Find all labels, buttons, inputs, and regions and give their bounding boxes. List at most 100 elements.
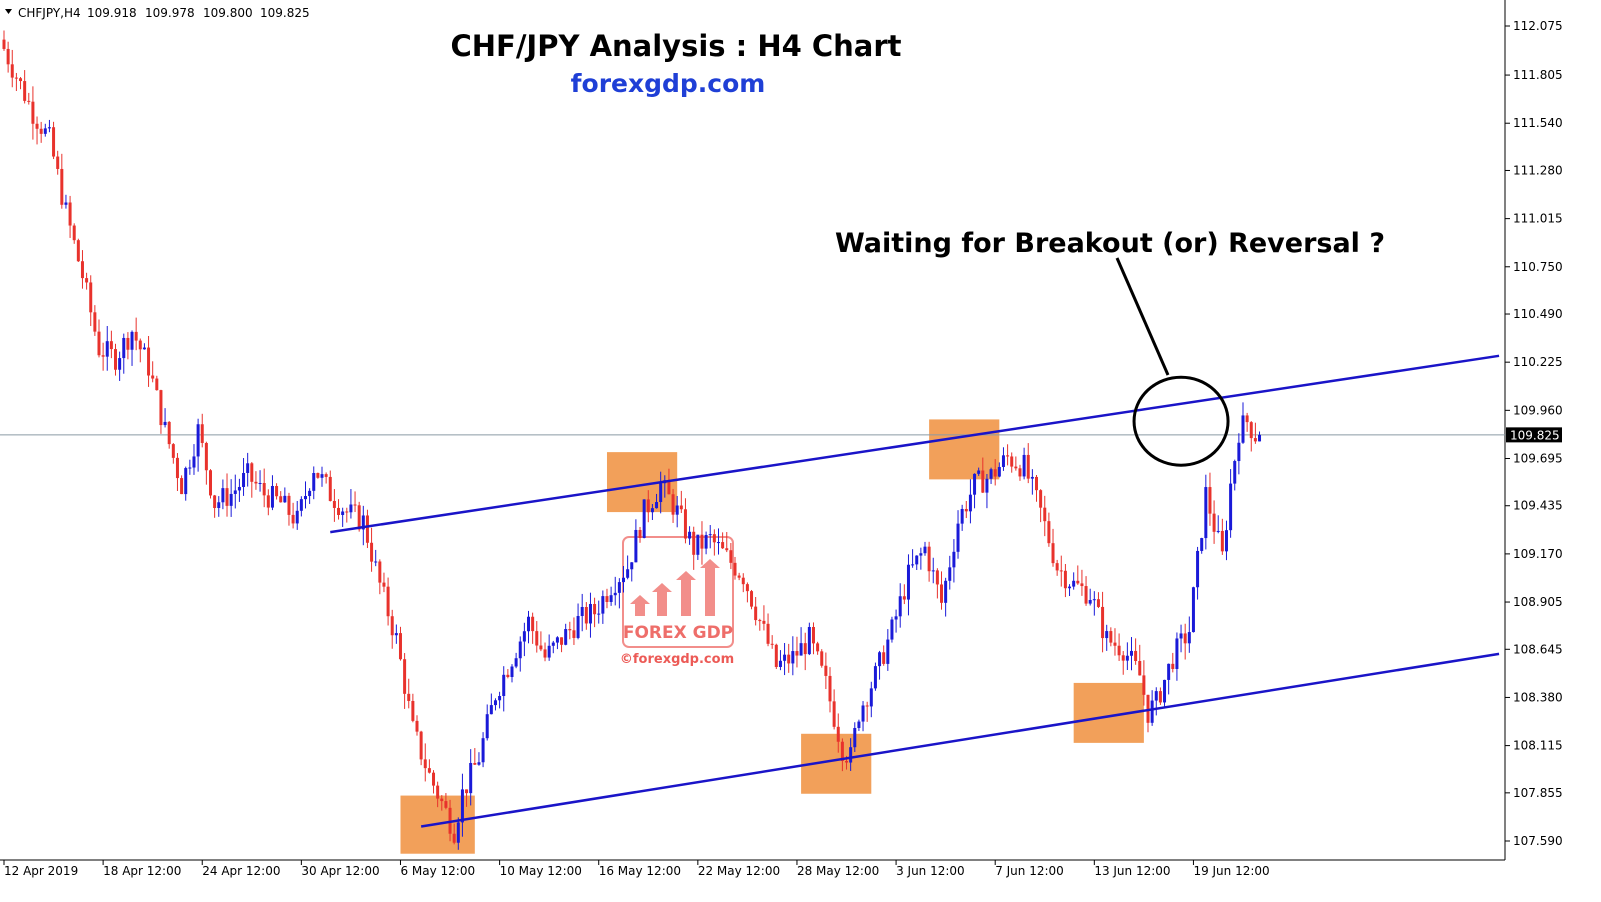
candle-bear [411,700,415,721]
candle-bull [886,639,890,664]
candle-bull [704,534,708,549]
candle-bear [754,606,758,621]
candle-bear [2,39,6,49]
candle-bull [320,474,324,478]
candle-bull [1196,550,1200,588]
time-tick-label: 19 Jun 12:00 [1193,864,1269,878]
candle-bear [328,476,332,501]
price-tick-label: 109.695 [1513,451,1563,465]
candle-bear [531,616,535,632]
candle-bull [1179,633,1183,639]
candle-bear [1063,570,1067,589]
candle-bear [473,762,477,765]
candle-bear [1121,655,1125,661]
price-tick-label: 107.590 [1513,834,1563,848]
candle-bull [601,596,605,614]
candle-bull [923,546,927,554]
candle-bear [1117,645,1121,656]
candle-bear [737,575,741,578]
candle-bull [1233,461,1237,484]
candle-bear [543,649,547,658]
candle-bear [811,626,815,644]
candle-bear [1026,454,1030,479]
price-tick-label: 111.805 [1513,68,1563,82]
candle-bull [361,515,365,530]
candle-bear [167,421,171,445]
candle-bull [1068,586,1072,589]
breakout-annotation: Waiting for Breakout (or) Reversal ? [835,228,1385,259]
candle-bull [510,666,514,677]
candle-bull [1088,600,1092,604]
candle-bull [688,531,692,539]
candle-bear [1212,513,1216,532]
candle-bear [407,693,411,701]
candle-bull [613,592,617,596]
candle-bear [337,507,341,515]
price-tick-label: 108.905 [1513,595,1563,609]
candle-bear [126,337,130,350]
candle-bear [1096,599,1100,607]
candle-bear [444,801,448,808]
candle-bear [927,546,931,572]
candle-bear [378,561,382,583]
price-tick-label: 110.750 [1513,260,1563,274]
watermark-arrows-icon [630,559,720,616]
candle-bear [1047,521,1051,544]
header-dropdown-icon[interactable] [5,9,12,14]
watermark-arrow [630,595,650,616]
candle-bear [935,570,939,585]
candle-bull [861,705,865,722]
candle-bear [225,488,229,506]
candle-bear [35,123,39,129]
candle-bull [514,658,518,667]
symbol-label: CHFJPY,H4 [18,6,81,20]
candle-bull [952,551,956,568]
candle-bear [14,77,18,79]
candle-bull [1224,530,1228,552]
candle-bull [1237,442,1241,462]
candle-bear [1076,580,1080,584]
candle-bear [1253,438,1257,442]
candle-bull [485,714,489,739]
candle-bear [114,349,118,370]
candle-bear [832,701,836,727]
candle-bull [283,495,287,503]
candle-bull [948,567,952,581]
candle-bear [683,509,687,539]
candle-bull [778,660,782,667]
candle-bear [254,481,258,484]
candle-bull [1001,455,1005,467]
candle-bull [217,502,221,508]
candle-bear [964,508,968,512]
candle-bear [89,282,93,313]
candle-bull [118,358,122,370]
candle-bear [828,675,832,702]
candle-bull [1200,538,1204,551]
candle-bear [291,514,295,524]
time-tick-label: 12 Apr 2019 [4,864,78,878]
candle-bear [572,630,576,638]
candle-bear [332,500,336,508]
ohlc-high: 109.978 [145,6,195,20]
candle-bear [1039,490,1043,508]
candle-bull [931,570,935,572]
candle-bull [122,337,126,359]
candle-bull [547,645,551,658]
candle-bear [840,741,844,761]
candle-bull [1216,530,1220,532]
candle-bear [795,651,799,656]
price-tick-label: 112.075 [1513,19,1563,33]
upper-channel-line [330,354,1500,534]
candle-bull [349,504,353,513]
candle-bear [403,659,407,694]
candle-bear [725,548,729,551]
candle-bear [147,347,151,376]
lower-channel-line [420,652,1500,828]
candle-bull [873,666,877,689]
candle-bull [43,128,47,134]
candle-bear [93,312,97,332]
price-tag-bg [1506,427,1562,443]
candle-bull [1187,632,1191,644]
candle-bear [981,470,985,493]
candle-bear [353,504,357,506]
